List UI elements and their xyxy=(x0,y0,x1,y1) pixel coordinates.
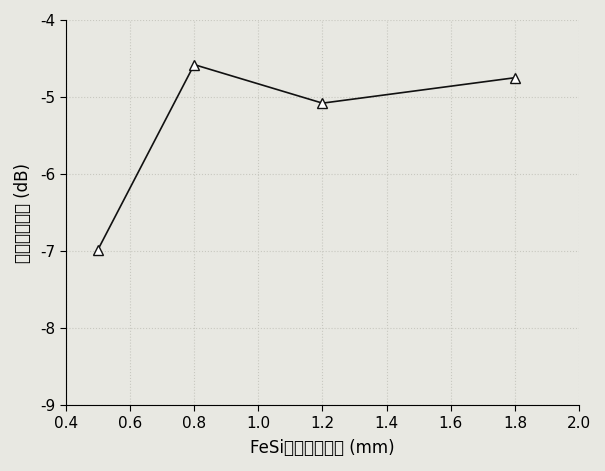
X-axis label: FeSi隐身涂层厚度 (mm): FeSi隐身涂层厚度 (mm) xyxy=(250,439,395,457)
Y-axis label: 太赫兹反射率 (dB): 太赫兹反射率 (dB) xyxy=(14,162,32,263)
